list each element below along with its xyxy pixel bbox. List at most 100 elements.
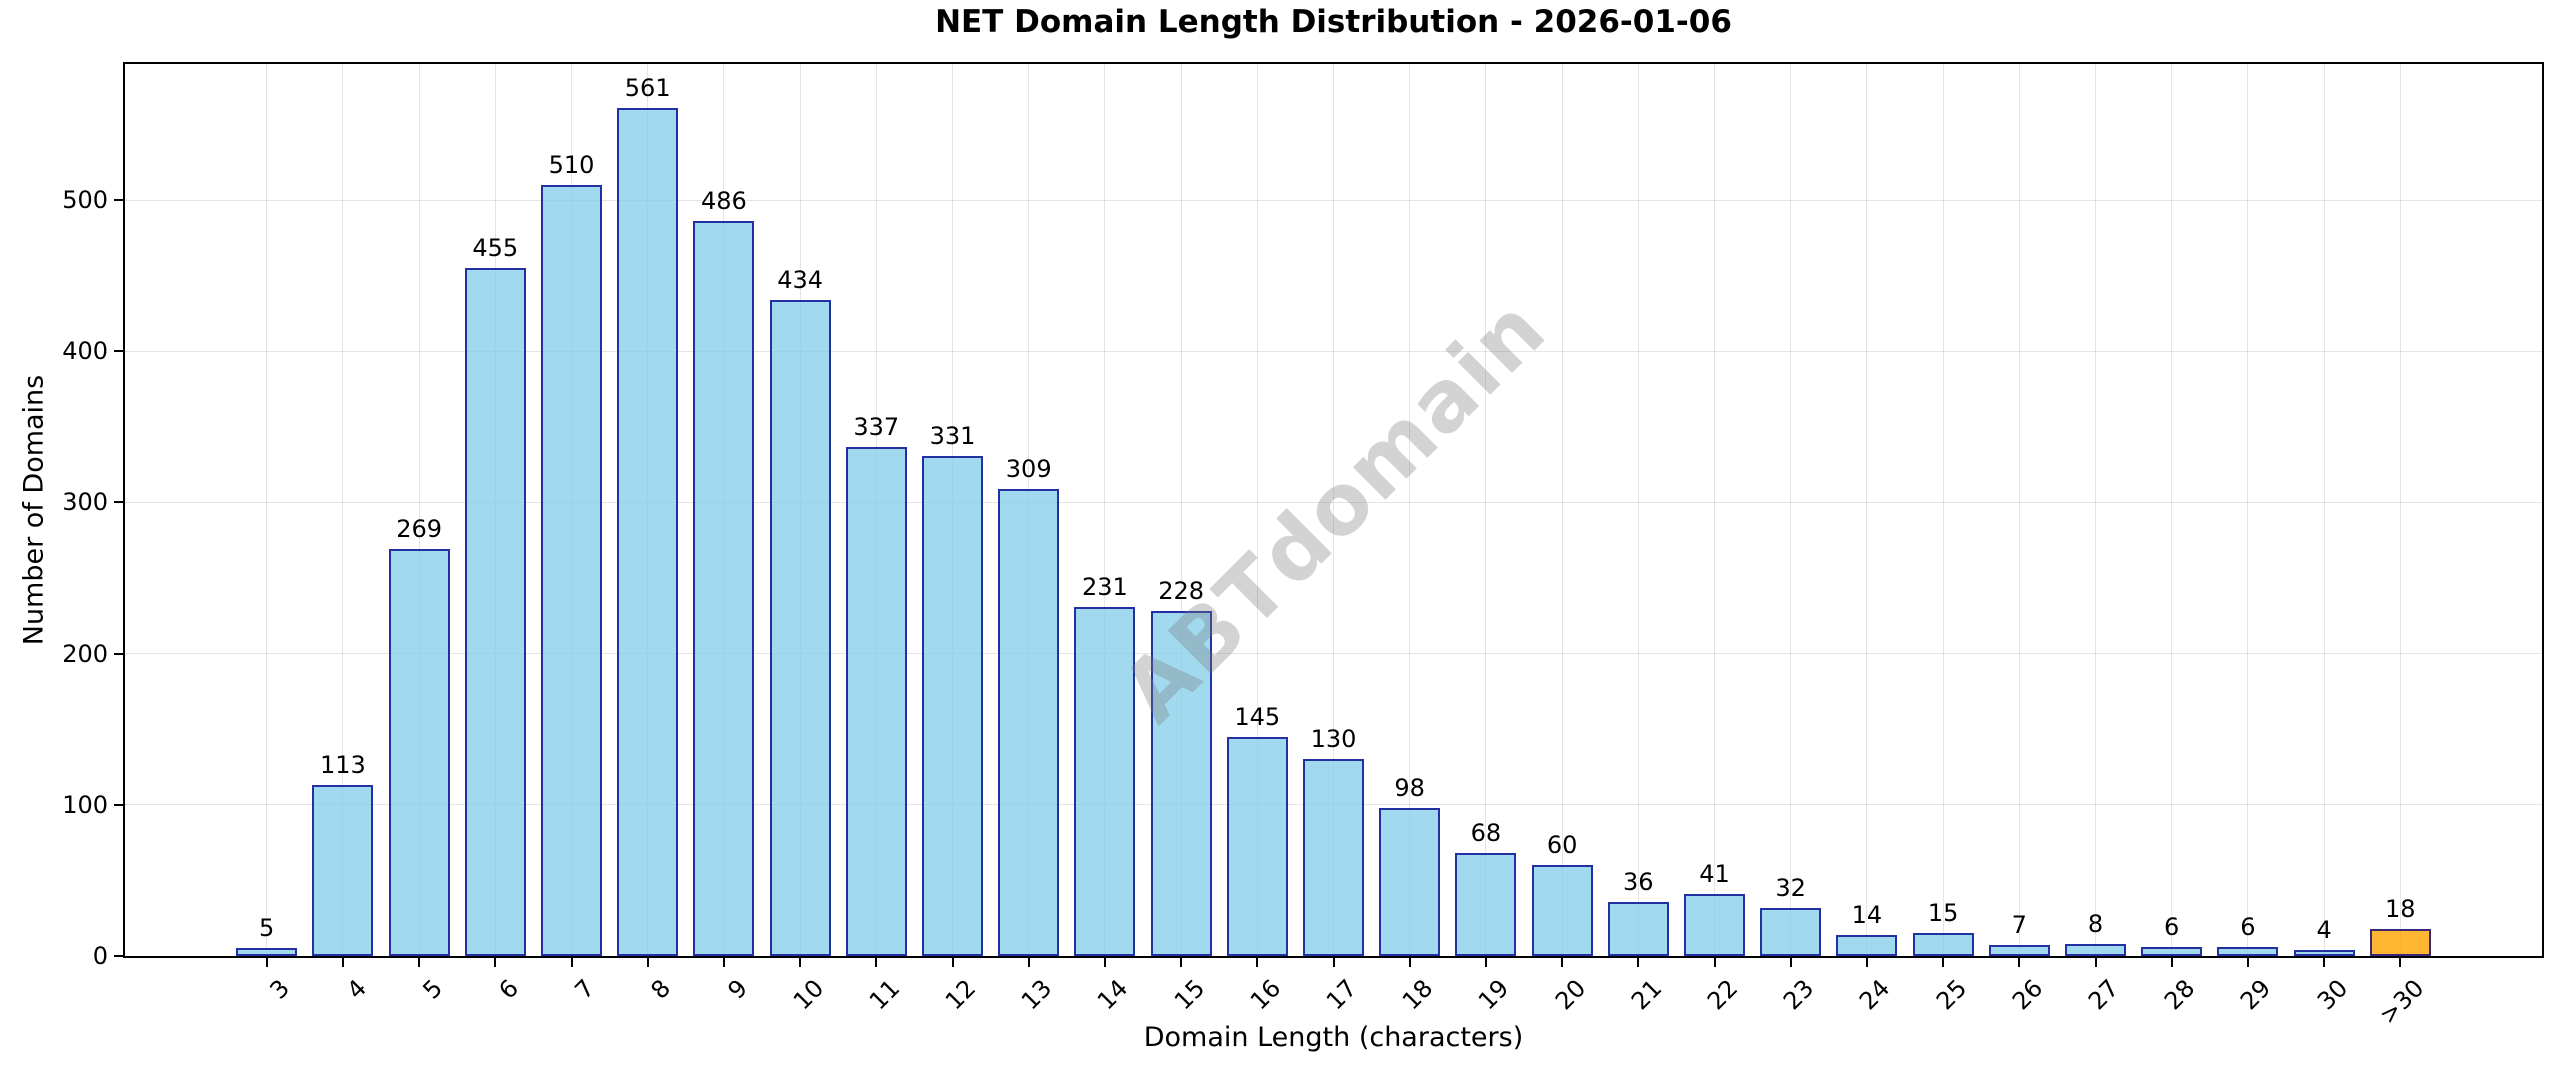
bar-value-label: 337 [853, 412, 900, 441]
x-tick-label: 12 [939, 974, 982, 1016]
bar-value-label: 14 [1851, 900, 1883, 929]
x-tick-label: 30 [2311, 974, 2353, 1016]
v-gridline [2323, 64, 2325, 956]
bar-value-label: 18 [2385, 894, 2416, 923]
x-tick-label: 5 [417, 974, 448, 1005]
x-tick-label: 11 [863, 974, 906, 1016]
x-tick-label: 26 [2006, 974, 2049, 1016]
x-tick-label: 15 [1168, 974, 1210, 1016]
x-tick-label: 14 [1092, 974, 1134, 1016]
bar-value-label: 4 [2316, 915, 2332, 944]
x-tick-mark [2323, 958, 2326, 967]
bar-value-label: 8 [2087, 909, 2104, 938]
v-gridline [266, 64, 268, 956]
bar [1074, 606, 1136, 956]
v-gridline [1714, 64, 1715, 956]
x-tick-mark [1713, 958, 1716, 967]
v-gridline [1485, 64, 1487, 956]
h-gridline [125, 653, 2542, 655]
bar [1988, 945, 2050, 956]
bar [617, 107, 679, 956]
y-tick-mark [114, 501, 123, 504]
v-gridline [418, 64, 420, 956]
h-gridline [125, 501, 2542, 503]
x-tick-label: 8 [645, 974, 677, 1005]
x-tick-mark [1256, 958, 1259, 967]
x-tick-label: 16 [1244, 974, 1287, 1016]
y-tick-label: 500 [62, 186, 108, 215]
x-tick-label: 23 [1778, 974, 1820, 1016]
x-tick-mark [951, 958, 954, 967]
bar [1684, 894, 1745, 956]
x-tick-mark [1180, 958, 1183, 967]
bar-value-label: 6 [2164, 912, 2180, 941]
bar [1607, 901, 1669, 956]
x-tick-mark [1027, 958, 1030, 967]
bar [2369, 928, 2431, 956]
x-tick-label: 28 [2159, 974, 2201, 1016]
x-tick-label: 24 [1854, 974, 1896, 1016]
x-tick-mark [1942, 958, 1945, 967]
bar-value-label: 510 [548, 150, 595, 179]
x-tick-mark [2246, 958, 2249, 967]
bar-value-label: 231 [1081, 572, 1128, 601]
bar-value-label: 561 [624, 73, 671, 102]
x-tick-label: 21 [1625, 974, 1668, 1016]
y-tick-mark [114, 652, 123, 655]
x-tick-label: 9 [722, 974, 753, 1005]
y-tick-label: 400 [62, 337, 108, 366]
x-tick-mark [2018, 958, 2021, 967]
x-tick-mark [1637, 958, 1640, 967]
bar-value-label: 68 [1470, 819, 1502, 848]
x-tick-mark [1789, 958, 1792, 967]
y-tick-mark [114, 199, 123, 202]
x-tick-mark [1103, 958, 1106, 967]
y-tick-label: 300 [62, 488, 108, 517]
y-tick-label: 0 [92, 942, 108, 970]
x-tick-mark [799, 958, 802, 967]
v-gridline [1942, 64, 1944, 956]
bar [1303, 759, 1364, 956]
bar-value-label: 32 [1775, 873, 1806, 902]
x-tick-label: 10 [787, 974, 829, 1016]
bar-value-label: 269 [396, 515, 442, 544]
bar [388, 549, 450, 956]
y-tick-mark [114, 955, 123, 957]
bar-value-label: 434 [777, 265, 823, 294]
bar-value-label: 7 [2011, 911, 2027, 940]
bar [2065, 943, 2126, 956]
chart-title: NET Domain Length Distribution - 2026-01… [935, 4, 1732, 40]
bar-value-label: 15 [1927, 899, 1959, 928]
v-gridline [2095, 64, 2096, 956]
x-tick-mark [1408, 958, 1411, 967]
v-gridline [2247, 64, 2249, 956]
x-tick-label: 29 [2235, 974, 2277, 1016]
x-tick-label: 20 [1549, 974, 1591, 1016]
v-gridline [1637, 64, 1639, 956]
bar-value-label: 486 [700, 187, 747, 216]
v-gridline [1104, 64, 1106, 956]
h-gridline [125, 199, 2542, 201]
x-tick-mark [341, 958, 344, 967]
bar [541, 184, 602, 956]
x-tick-label: 19 [1473, 974, 1515, 1016]
x-tick-mark [265, 958, 268, 967]
bar-value-label: 331 [929, 421, 976, 450]
x-tick-label: 27 [2082, 974, 2125, 1016]
v-gridline [2399, 64, 2401, 956]
x-tick-mark [2170, 958, 2173, 967]
x-tick-label: 25 [1930, 974, 1972, 1016]
bar [1150, 611, 1212, 956]
x-tick-mark [646, 958, 649, 967]
bar-value-label: 130 [1310, 725, 1357, 754]
y-tick-mark [114, 350, 123, 353]
x-tick-mark [418, 958, 421, 967]
plot-area: 5 113 269 455 510 561 486 434 337 331 309 231 228 145… [123, 62, 2544, 958]
v-gridline [2018, 64, 2020, 956]
bar-value-label: 41 [1699, 860, 1730, 888]
x-axis-label: Domain Length (characters) [1143, 1022, 1524, 1053]
bar [2141, 946, 2203, 956]
v-gridline [2171, 64, 2173, 956]
x-tick-mark [1484, 958, 1487, 967]
